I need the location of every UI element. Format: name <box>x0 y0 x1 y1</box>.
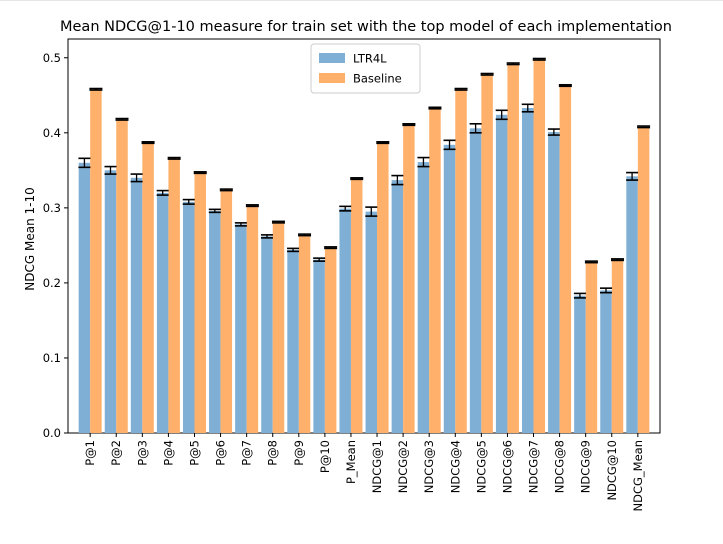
bar-baseline-ndcg-4 <box>455 89 467 433</box>
y-tick-label: 0.3 <box>43 201 61 215</box>
bar-baseline-p-5 <box>194 172 206 433</box>
bar-ltr4l-p-4 <box>156 192 169 433</box>
legend-swatch-ltr4l <box>319 53 345 63</box>
bar-ltr4l-ndcg-10 <box>600 290 612 433</box>
bar-ltr4l-ndcg-4 <box>443 144 456 433</box>
bar-ltr4l-ndcg-5 <box>469 128 482 433</box>
x-tick-label: P@4 <box>161 440 175 466</box>
x-tick-label: P@1 <box>83 440 97 466</box>
x-tick-label: P@10 <box>318 440 332 473</box>
bar-ltr4l-p-3 <box>130 177 143 433</box>
bar-baseline-p-8 <box>272 222 285 433</box>
x-tick-label: NDCG_Mean <box>631 440 645 511</box>
bar-baseline-p-7 <box>246 205 259 433</box>
bar-ltr4l-ndcg-1 <box>365 211 378 433</box>
bar-ltr4l-p-7 <box>235 224 247 433</box>
bar-ltr4l-ndcg-9 <box>574 295 586 433</box>
x-tick-label: P@5 <box>187 440 201 466</box>
error-bars <box>78 57 651 299</box>
bar-baseline-p-1 <box>90 89 102 433</box>
x-tick-label: NDCG@5 <box>474 440 488 493</box>
x-tick-label: NDCG@7 <box>527 440 541 493</box>
y-tick-label: 0.4 <box>43 126 61 140</box>
bar-baseline-p-6 <box>220 189 233 433</box>
x-tick-label: P_Mean <box>344 440 358 484</box>
x-tick-label: NDCG@3 <box>422 440 436 493</box>
bar-ltr4l-ndcg-6 <box>495 114 508 433</box>
chart-title: Mean NDCG@1-10 measure for train set wit… <box>60 19 672 35</box>
y-axis: 0.0 0.1 0.2 0.3 0.4 0.5 <box>43 51 68 440</box>
bar-ltr4l-p-5 <box>182 201 195 433</box>
bar-baseline-ndcg-8 <box>559 85 572 433</box>
x-tick-label: NDCG@6 <box>500 440 514 493</box>
legend-label-baseline: Baseline <box>353 72 402 86</box>
x-tick-label: P@3 <box>135 440 149 466</box>
bar-ltr4l-ndcg-mean <box>626 176 638 433</box>
x-tick-label: P@2 <box>109 440 123 466</box>
bar-baseline-ndcg-5 <box>481 74 493 433</box>
bar-ltr4l-ndcg-8 <box>548 132 560 433</box>
bar-baseline-p-9 <box>298 234 311 433</box>
bar-baseline-p-mean <box>350 178 363 433</box>
bar-baseline-p-2 <box>116 119 128 433</box>
window-top-border <box>0 0 723 1</box>
x-tick-label: P@9 <box>292 440 306 466</box>
plot-area <box>67 38 661 434</box>
bar-ltr4l-p-9 <box>287 249 299 433</box>
bar-baseline-p-10 <box>324 247 337 433</box>
x-tick-label: NDCG@1 <box>370 440 384 493</box>
y-tick-label: 0.1 <box>43 351 61 365</box>
bar-ltr4l-p-mean <box>339 208 351 433</box>
x-tick-label: NDCG@10 <box>605 440 619 501</box>
legend-label-ltr4l: LTR4L <box>353 52 387 66</box>
y-tick-label: 0.2 <box>43 276 61 290</box>
bar-ltr4l-p-10 <box>313 259 325 433</box>
y-tick-label: 0.5 <box>43 51 61 65</box>
bar-baseline-p-4 <box>168 158 180 433</box>
x-tick-label: NDCG@2 <box>396 440 410 493</box>
bar-baseline-ndcg-9 <box>585 261 598 433</box>
bar-ltr4l-ndcg-7 <box>522 108 534 433</box>
bar-baseline-ndcg-10 <box>611 259 624 433</box>
bar-baseline-ndcg-7 <box>533 59 546 434</box>
bar-ltr4l-p-1 <box>78 162 91 434</box>
bar-ltr4l-p-6 <box>209 210 221 433</box>
x-tick-label: NDCG@8 <box>553 440 567 493</box>
x-tick-label: P@6 <box>214 440 228 466</box>
bar-ltr4l-ndcg-3 <box>417 162 430 433</box>
bar-baseline-ndcg-1 <box>377 142 389 433</box>
x-tick-label: P@7 <box>240 440 254 466</box>
bar-ltr4l-p-8 <box>261 236 273 433</box>
y-axis-label: NDCG Mean 1-10 <box>23 187 37 290</box>
x-tick-label: NDCG@9 <box>579 440 593 493</box>
y-tick-label: 0.0 <box>43 426 61 440</box>
bar-baseline-ndcg-3 <box>429 108 441 433</box>
bar-baseline-ndcg-mean <box>637 126 650 433</box>
bar-ltr4l-ndcg-2 <box>391 180 404 433</box>
bars <box>78 59 650 434</box>
legend: LTR4L Baseline <box>310 43 421 94</box>
x-axis: P@1 P@2 P@3 P@4 P@5 P@6 P@7 P@8 P@9 P@10 P_Mean NDC… <box>83 433 645 511</box>
x-tick-label: P@8 <box>266 440 280 466</box>
legend-swatch-baseline <box>319 73 345 83</box>
bar-baseline-ndcg-6 <box>507 63 519 433</box>
x-tick-label: NDCG@4 <box>448 440 462 493</box>
bar-ltr4l-p-2 <box>104 170 117 434</box>
bar-baseline-ndcg-2 <box>403 124 415 433</box>
bar-baseline-p-3 <box>142 142 154 433</box>
